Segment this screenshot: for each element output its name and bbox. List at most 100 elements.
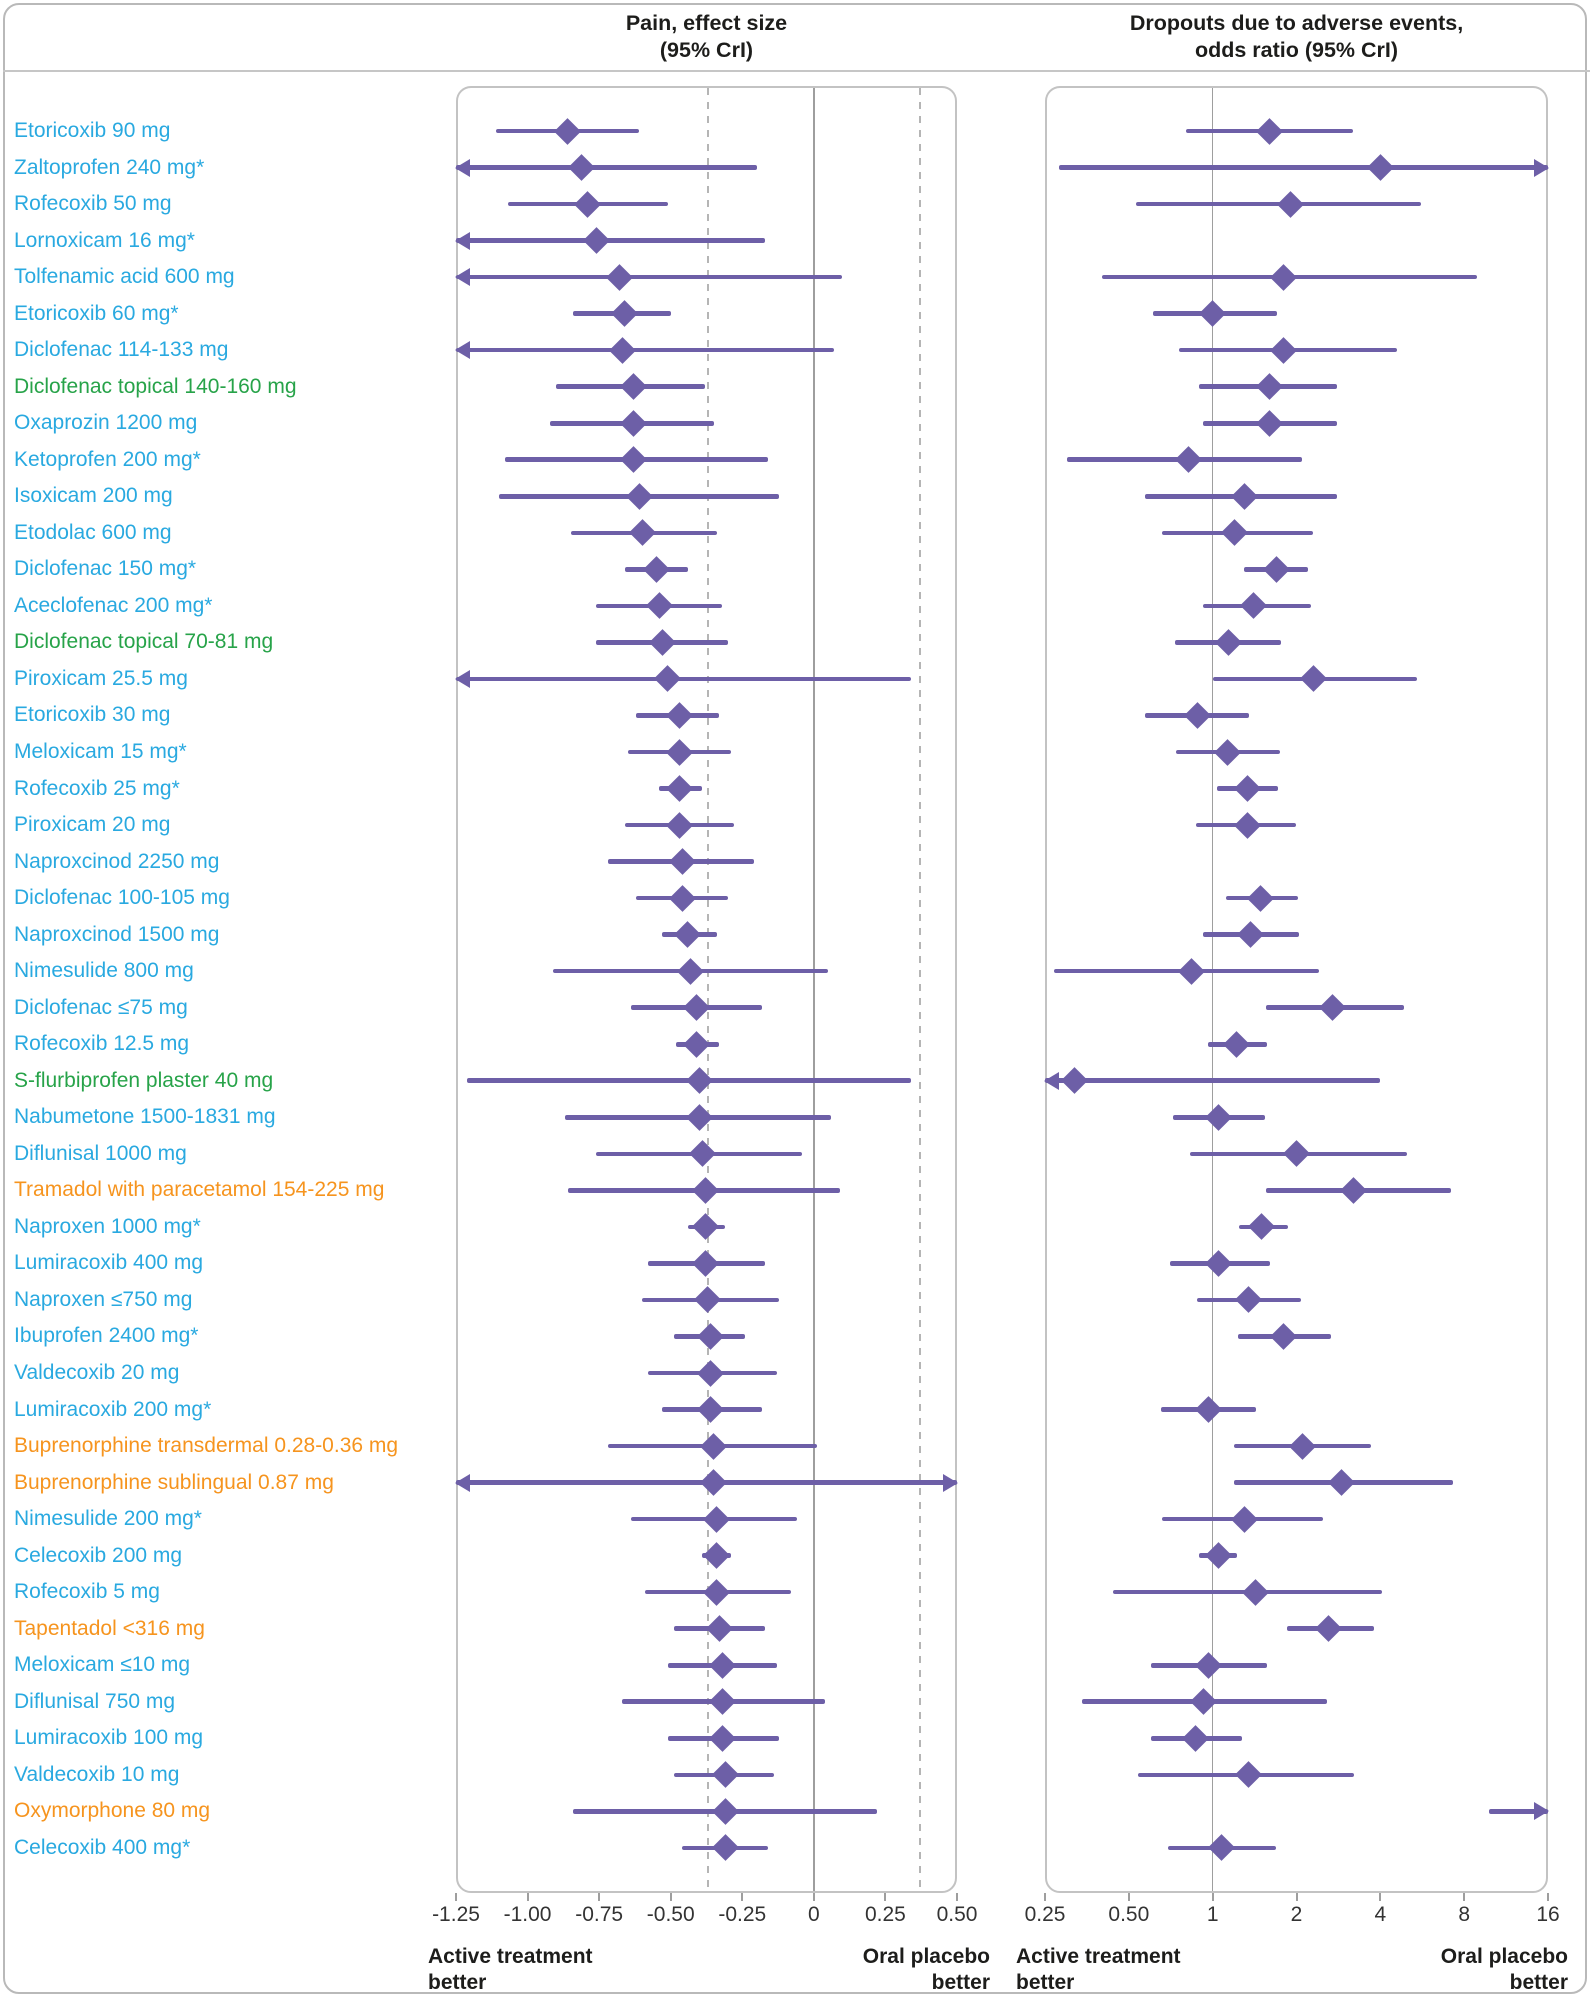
treatment-label: Diclofenac topical 140-160 mg [14, 374, 297, 398]
pain-ref-dashed-line [706, 88, 709, 1891]
dropouts-ci-arrow-right [1534, 1802, 1549, 1821]
pain-axis-tick [598, 1893, 601, 1901]
treatment-label: Diflunisal 750 mg [14, 1689, 176, 1713]
treatment-label: Rofecoxib 5 mg [14, 1580, 160, 1604]
dropouts-axis-tick [1127, 1893, 1130, 1901]
pain-ci-line [456, 274, 843, 280]
dropouts-ref-one-line [1211, 88, 1214, 1891]
treatment-label: Tramadol with paracetamol 154-225 mg [14, 1178, 385, 1202]
treatment-label: Naproxcinod 2250 mg [14, 849, 220, 873]
treatment-label: Lumiracoxib 100 mg [14, 1726, 204, 1750]
dropouts-axis-tick [1211, 1893, 1214, 1901]
treatment-label: Etoricoxib 60 mg* [14, 301, 179, 325]
dropouts-axis-tick [1295, 1893, 1298, 1901]
treatment-label: Piroxicam 25.5 mg [14, 666, 188, 690]
treatment-label: Oxymorphone 80 mg [14, 1799, 211, 1823]
treatment-label: Nimesulide 200 mg* [14, 1507, 202, 1531]
treatment-label: Diclofenac 100-105 mg [14, 886, 230, 910]
treatment-label: Piroxicam 20 mg [14, 813, 171, 837]
treatment-label: Diclofenac ≤75 mg [14, 995, 188, 1019]
header-divider [3, 70, 1590, 72]
treatment-label: Valdecoxib 20 mg [14, 1361, 180, 1385]
dropouts-axis-tick-label: 4 [1374, 1903, 1387, 1926]
dropouts-axis-tick-label: 8 [1458, 1903, 1470, 1926]
treatment-label: Etoricoxib 30 mg [14, 703, 171, 727]
dropouts-axis-caption-left: Active treatment better [1016, 1945, 1181, 1994]
pain-axis-caption-right: Oral placebo better [862, 1945, 990, 1994]
treatment-label: Naproxen 1000 mg* [14, 1214, 201, 1238]
dropouts-axis-tick [1044, 1893, 1046, 1901]
dropouts-axis-tick [1463, 1893, 1466, 1901]
dropouts-ci-arrow-right [1534, 158, 1549, 177]
treatment-label: Tolfenamic acid 600 mg [14, 265, 235, 289]
treatment-label: Lornoxicam 16 mg* [14, 228, 195, 252]
dropouts-axis-tick-label: 16 [1536, 1903, 1560, 1926]
pain-ci-arrow-left [455, 231, 470, 250]
pain-axis-tick [526, 1893, 529, 1901]
treatment-label: Meloxicam 15 mg* [14, 740, 187, 763]
pain-ci-arrow-left [455, 158, 470, 177]
pain-axis-tick [956, 1893, 958, 1901]
pain-axis-tick-label: 0 [808, 1903, 820, 1926]
pain-ci-arrow-left [455, 1473, 470, 1492]
treatment-label: Naproxen ≤750 mg [14, 1287, 193, 1311]
dropouts-panel [1045, 86, 1548, 1893]
treatment-label: Diclofenac 150 mg* [14, 557, 197, 581]
pain-ci-line [456, 676, 912, 682]
dropouts-axis-tick-label: 0.50 [1108, 1903, 1150, 1926]
treatment-label: Buprenorphine transdermal 0.28-0.36 mg [14, 1434, 399, 1458]
pain-panel-header: Pain, effect size (95% CrI) [625, 11, 788, 62]
dropouts-ci-line [1045, 1078, 1381, 1084]
dropouts-axis-tick [1379, 1893, 1382, 1901]
treatment-label: Buprenorphine sublingual 0.87 mg [14, 1470, 334, 1494]
dropouts-axis-caption-right: Oral placebo better [1440, 1945, 1568, 1994]
pain-ci-line [456, 238, 766, 243]
treatment-label: Celecoxib 200 mg [14, 1543, 183, 1567]
treatment-label: Celecoxib 400 mg* [14, 1835, 191, 1859]
treatment-label: Ibuprofen 2400 mg* [14, 1324, 199, 1348]
treatment-label: Tapentadol <316 mg [14, 1616, 205, 1640]
treatment-label: Rofecoxib 50 mg [14, 192, 172, 216]
figure-outer-frame [3, 3, 1587, 1994]
pain-ci-line [456, 347, 834, 353]
pain-ci-arrow-right [943, 1473, 958, 1492]
pain-axis-tick-label: -0.25 [718, 1903, 767, 1926]
treatment-label: Rofecoxib 12.5 mg [14, 1032, 190, 1056]
dropouts-axis-tick [1547, 1893, 1549, 1901]
treatment-label: Diclofenac topical 70-81 mg [14, 630, 274, 654]
treatment-label: Etoricoxib 90 mg [14, 119, 171, 142]
pain-ci-arrow-left [455, 669, 470, 688]
dropouts-axis-tick-label: 2 [1290, 1903, 1303, 1926]
treatment-label: Rofecoxib 25 mg* [14, 776, 180, 800]
pain-axis-caption-left: Active treatment better [428, 1945, 593, 1994]
treatment-label: Diclofenac 114-133 mg [14, 338, 229, 362]
treatment-label: Lumiracoxib 400 mg [14, 1251, 204, 1275]
pain-axis-tick [884, 1893, 887, 1901]
treatment-label: Ketoprofen 200 mg* [14, 447, 201, 471]
pain-axis-tick-label: -0.75 [575, 1903, 624, 1926]
treatment-label: Diflunisal 1000 mg [14, 1141, 187, 1165]
treatment-label: S-flurbiprofen plaster 40 mg [14, 1068, 274, 1092]
pain-ref-dashed-line [918, 88, 921, 1891]
dropouts-axis-tick-label: 0.25 [1024, 1903, 1066, 1926]
pain-axis-tick [455, 1893, 457, 1901]
treatment-label: Oxaprozin 1200 mg [14, 411, 198, 435]
treatment-label: Lumiracoxib 200 mg* [14, 1397, 212, 1421]
pain-ref-zero-line [813, 88, 815, 1891]
pain-ci-line [456, 165, 757, 170]
dropouts-ci-line [1058, 165, 1548, 170]
dropouts-ci-line [1488, 1809, 1548, 1814]
pain-axis-tick-label: -1.25 [432, 1903, 480, 1926]
pain-axis-tick-label: -1.00 [503, 1903, 552, 1926]
treatment-label: Valdecoxib 10 mg [14, 1762, 180, 1786]
pain-ci-arrow-left [455, 268, 470, 287]
pain-axis-tick [741, 1893, 744, 1901]
dropouts-panel-header: Dropouts due to adverse events, odds rat… [1129, 11, 1464, 62]
treatment-label: Etodolac 600 mg [14, 520, 172, 544]
pain-axis-tick-label: 0.50 [936, 1903, 978, 1926]
treatment-label: Meloxicam ≤10 mg [14, 1653, 191, 1677]
dropouts-axis-tick-label: 1 [1206, 1903, 1219, 1926]
treatment-label: Nimesulide 800 mg [14, 959, 194, 983]
pain-axis-tick [812, 1893, 815, 1901]
